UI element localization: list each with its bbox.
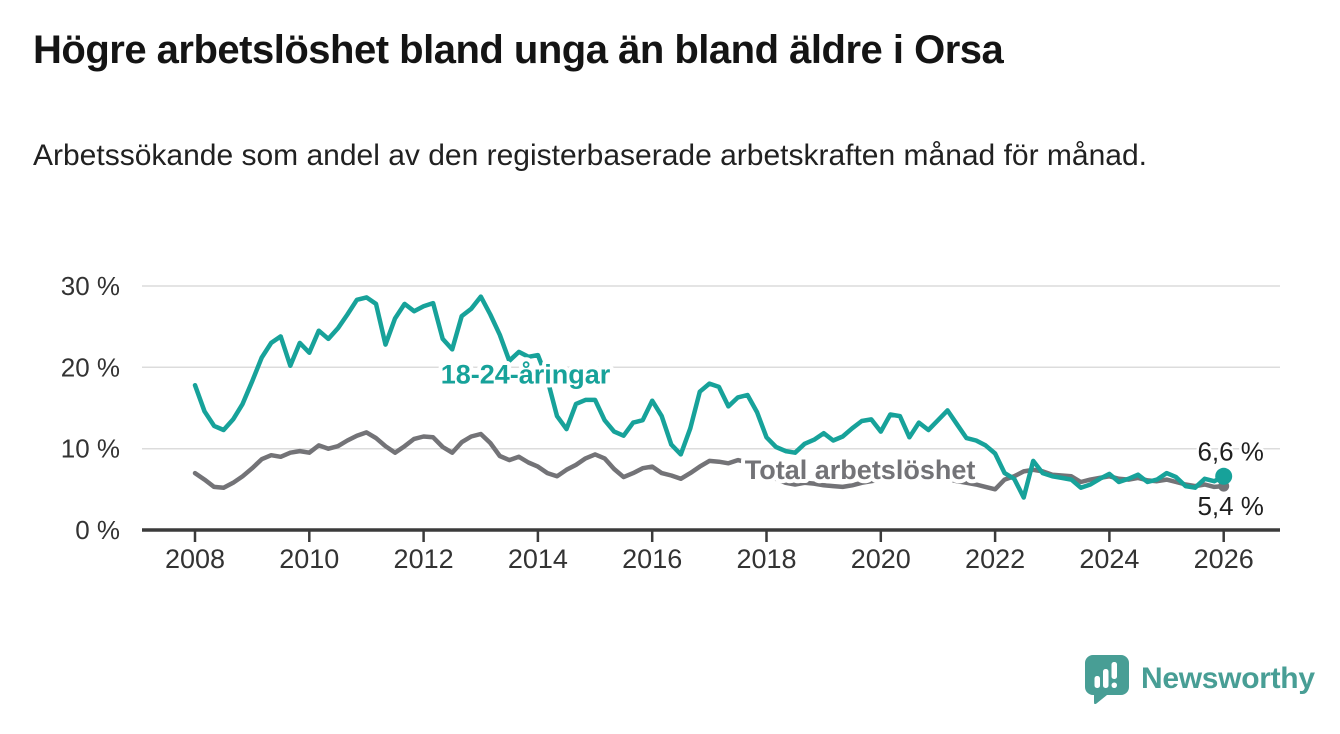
x-tick-label: 2020 <box>851 544 911 574</box>
gridlines <box>142 285 1280 450</box>
y-tick-label: 10 % <box>61 434 120 464</box>
y-axis-labels: 0 % 10 % 20 % 30 % <box>61 271 120 545</box>
x-tick-label: 2008 <box>165 544 225 574</box>
y-tick-label: 0 % <box>75 515 120 545</box>
x-tick-label: 2022 <box>965 544 1025 574</box>
series-line-18-24-åringar <box>192 294 1226 500</box>
y-tick-label: 20 % <box>61 352 120 382</box>
x-tick-label: 2016 <box>622 544 682 574</box>
series-label: Total arbetslöshet <box>745 455 976 485</box>
x-tick-label: 2014 <box>508 544 568 574</box>
newsworthy-brand-name: Newsworthy <box>1141 662 1315 695</box>
page-title: Högre arbetslöshet bland unga än bland ä… <box>33 28 1004 72</box>
series-end-value-label: 5,4 % <box>1197 491 1264 521</box>
x-tick-label: 2024 <box>1079 544 1139 574</box>
newsworthy-brand: Newsworthy <box>1084 654 1315 704</box>
series-end-value-label: 6,6 % <box>1197 436 1264 466</box>
series-end-dot <box>1215 467 1233 485</box>
x-tick-label: 2018 <box>736 544 796 574</box>
x-tick-label: 2010 <box>279 544 339 574</box>
x-axis-ticks <box>193 531 1225 542</box>
x-tick-label: 2012 <box>394 544 454 574</box>
x-axis-labels: 2008 2010 2012 2014 2016 2018 2020 2022 2024 2026 <box>165 544 1254 574</box>
series-label: 18-24-åringar <box>441 360 611 390</box>
x-tick-label: 2026 <box>1194 544 1254 574</box>
page-subtitle: Arbetssökande som andel av den registerb… <box>33 139 1147 172</box>
y-tick-label: 30 % <box>61 271 120 301</box>
newsworthy-logo-icon <box>1085 655 1129 704</box>
